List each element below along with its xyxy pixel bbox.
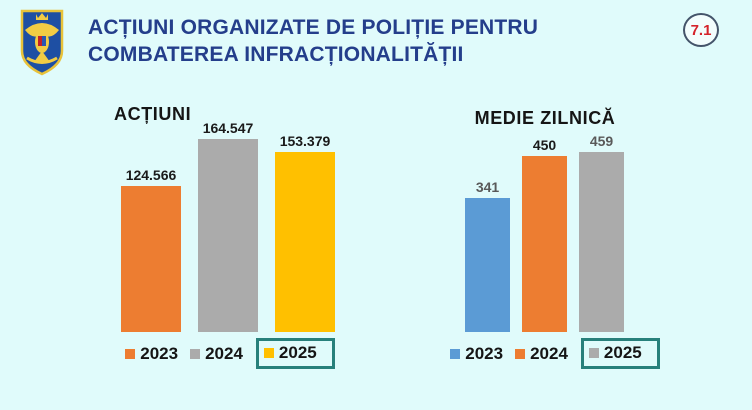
bar-2024	[198, 139, 258, 332]
legend-swatch-icon	[190, 348, 201, 359]
bar-column: 153.379	[275, 133, 335, 332]
legend: 2023 2024 2025	[100, 338, 360, 369]
legend-label: 2024	[530, 343, 568, 363]
legend-item-2024: 2024	[515, 344, 568, 364]
legend-item-2024: 2024	[190, 344, 243, 364]
legend-item-2025: 2025	[580, 338, 660, 369]
bar-2025	[579, 152, 624, 332]
bar-column: 124.566	[121, 167, 181, 332]
bar-2023	[465, 198, 510, 332]
bar-value-label: 459	[589, 133, 614, 149]
romanian-police-coat-of-arms-logo	[20, 9, 64, 82]
bar-group: 124.566 164.547 153.379	[121, 100, 335, 332]
bar-group: 341 450 459	[465, 100, 624, 332]
bar-column: 459	[579, 133, 624, 332]
chart-title-actiuni: ACȚIUNI	[114, 104, 192, 124]
legend-label: 2023	[140, 343, 179, 363]
legend-item-2025: 2025	[255, 338, 335, 369]
bar-value-label: 341	[475, 179, 500, 195]
legend-item-2023: 2023	[125, 344, 178, 364]
bar-2023	[121, 186, 181, 332]
chart-medie-zilnica: MEDIE ZILNICĂ 341 450 459 2023 2024 2025	[440, 100, 670, 375]
slide-title: ACȚIUNI ORGANIZATE DE POLIȚIE PENTRU COM…	[88, 14, 538, 68]
slide-number-badge: 7.1	[683, 13, 719, 47]
bar-2025	[275, 152, 335, 332]
legend-label: 2025	[278, 343, 317, 362]
slide-title-line1: ACȚIUNI ORGANIZATE DE POLIȚIE PENTRU	[88, 16, 539, 39]
bar-2024	[522, 156, 567, 332]
bar-column: 341	[465, 179, 510, 332]
legend-swatch-icon	[263, 348, 274, 358]
legend: 2023 2024 2025	[440, 338, 670, 369]
coat-of-arms-icon	[20, 9, 64, 76]
bar-column: 164.547	[198, 120, 258, 332]
legend-swatch-icon	[450, 348, 461, 359]
legend-label: 2023	[465, 343, 504, 363]
bar-value-label: 450	[532, 137, 557, 153]
bar-column: 450	[522, 137, 567, 332]
chart-actiuni: ACȚIUNI 124.566 164.547 153.379 2023 2024 20…	[100, 100, 360, 375]
bar-value-label: 153.379	[279, 133, 331, 149]
legend-label: 2024	[205, 343, 243, 363]
legend-item-2023: 2023	[450, 344, 503, 364]
bar-value-label: 164.547	[202, 120, 254, 136]
slide-number: 7.1	[690, 21, 712, 39]
bar-value-label: 124.566	[125, 167, 177, 183]
chart-title-medie-zilnica: MEDIE ZILNICĂ	[474, 108, 616, 128]
legend-swatch-icon	[588, 348, 599, 358]
slide-title-line2: COMBATEREA INFRACȚIONALITĂȚII	[88, 43, 464, 66]
legend-swatch-icon	[515, 348, 526, 359]
legend-swatch-icon	[125, 348, 136, 359]
legend-label: 2025	[603, 343, 642, 362]
